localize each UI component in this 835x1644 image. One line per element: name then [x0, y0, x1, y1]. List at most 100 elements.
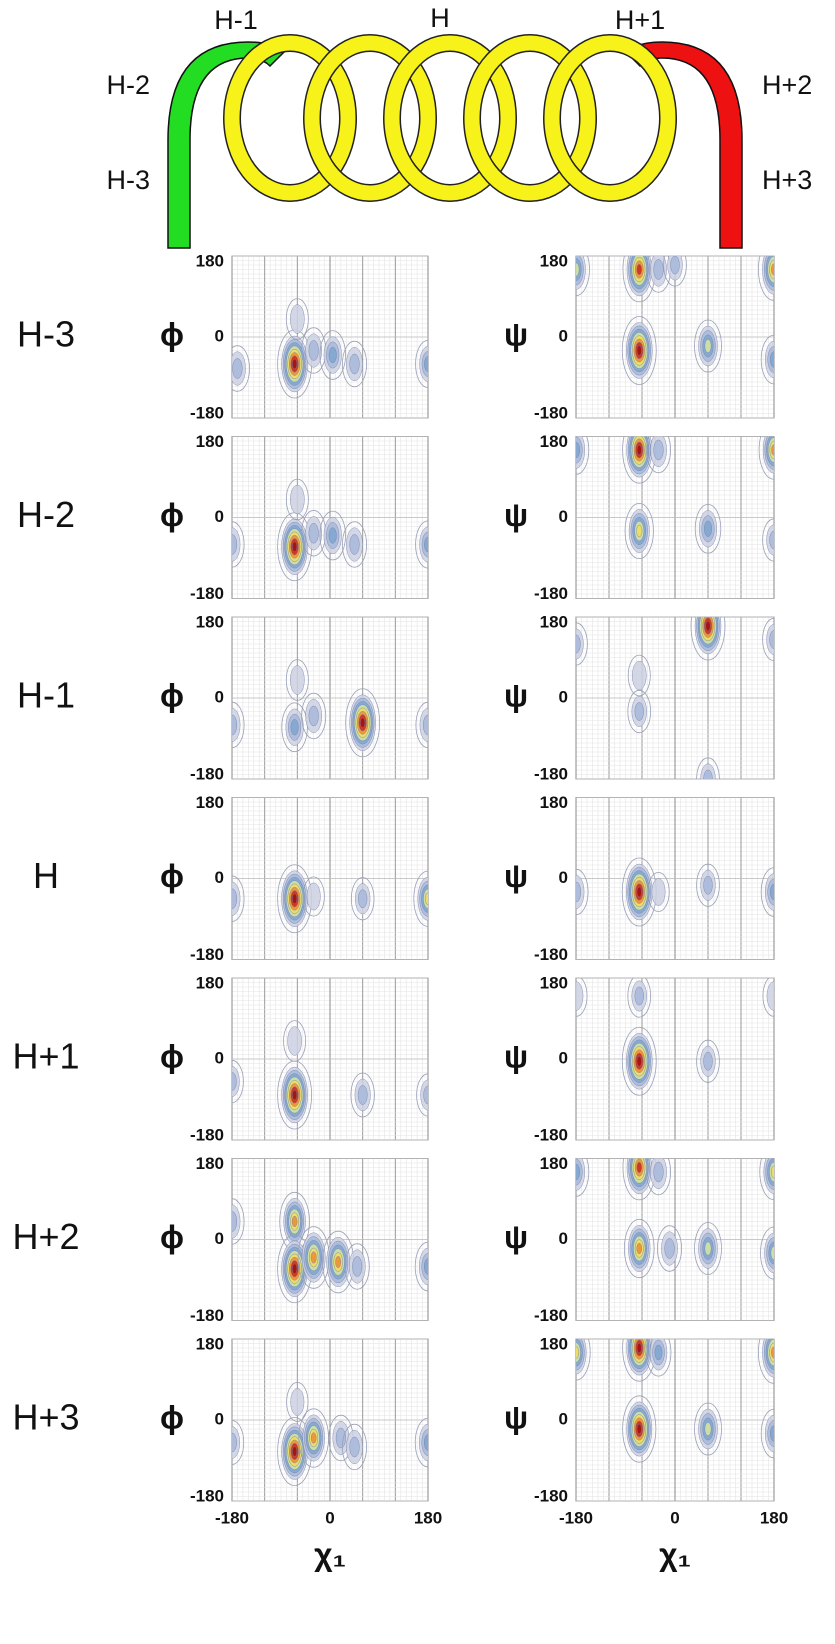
density-peak — [762, 518, 774, 562]
density-contour — [703, 1051, 713, 1071]
density-contour — [636, 1423, 642, 1434]
density-peak — [414, 1417, 428, 1468]
density-contour — [576, 1346, 579, 1359]
density-peak — [283, 1020, 307, 1062]
density-layer — [232, 1382, 428, 1486]
density-contour — [306, 882, 321, 911]
density-layer — [232, 864, 428, 934]
density-contour — [335, 1427, 346, 1449]
density-peak — [341, 521, 367, 568]
density-contour — [292, 1089, 298, 1101]
density-contour — [769, 630, 774, 649]
density-layer — [232, 1191, 428, 1304]
row-label: H+3 — [12, 1397, 79, 1438]
y-tick-label: 180 — [540, 251, 568, 270]
y-tick-label: -180 — [190, 584, 224, 603]
density-contour — [703, 875, 713, 895]
density-contour — [576, 262, 580, 277]
density-contour — [576, 634, 581, 654]
helix-label: H — [430, 3, 450, 33]
density-contour — [703, 769, 713, 779]
density-contour — [292, 893, 298, 904]
density-peak — [232, 1198, 245, 1245]
density-layer — [232, 298, 428, 399]
density-contour — [771, 1346, 774, 1359]
y-tick-label: -180 — [534, 764, 568, 783]
density-peak — [232, 875, 245, 922]
y-tick-label: 0 — [215, 868, 224, 887]
y-tick-label: 180 — [196, 612, 224, 631]
y-tick-label: 180 — [196, 432, 224, 451]
y-tick-label: -180 — [534, 584, 568, 603]
axis-symbol: ϕ — [160, 1399, 184, 1435]
helix-label: H-1 — [214, 5, 258, 35]
x-tick-label: 180 — [414, 1508, 442, 1527]
y-tick-label: 180 — [196, 1154, 224, 1173]
x-tick-label: -180 — [215, 1508, 249, 1527]
density-contour — [770, 351, 774, 368]
y-tick-label: -180 — [190, 1306, 224, 1325]
density-contour — [424, 1258, 428, 1275]
density-contour — [423, 1085, 428, 1105]
density-contour — [232, 888, 238, 910]
y-tick-label: -180 — [190, 403, 224, 422]
density-peak — [576, 256, 590, 296]
density-contour — [291, 1215, 298, 1228]
density-peak — [760, 1408, 774, 1459]
density-contour — [328, 527, 337, 544]
density-layer — [576, 857, 774, 927]
density-contour — [349, 353, 360, 375]
y-tick-label: 180 — [540, 973, 568, 992]
x-tick-label: 180 — [760, 1508, 788, 1527]
density-contour — [636, 524, 643, 538]
density-peak — [232, 345, 250, 392]
density-peak — [345, 688, 381, 758]
density-peak — [415, 701, 428, 749]
row-label: H-3 — [17, 314, 75, 355]
y-tick-label: 180 — [540, 1154, 568, 1173]
helix-label: H+1 — [615, 5, 665, 35]
y-tick-label: 0 — [215, 1409, 224, 1428]
density-contour — [770, 1246, 774, 1260]
density-contour — [636, 345, 642, 356]
density-peak — [645, 1339, 672, 1377]
density-peak — [415, 520, 428, 569]
density-peak — [622, 1395, 657, 1463]
density-peak — [762, 978, 774, 1017]
y-tick-label: 0 — [559, 1048, 568, 1067]
density-contour — [290, 1388, 305, 1416]
density-contour — [636, 1342, 642, 1353]
density-peak — [663, 256, 687, 287]
density-contour — [425, 892, 428, 905]
density-contour — [636, 264, 642, 275]
density-peak — [657, 1225, 683, 1272]
y-tick-label: -180 — [534, 1306, 568, 1325]
helix-label: H+3 — [762, 165, 812, 195]
density-peak — [286, 1382, 309, 1423]
y-tick-label: 0 — [559, 507, 568, 526]
y-tick-label: 180 — [540, 432, 568, 451]
density-contour — [705, 620, 711, 632]
density-contour — [424, 356, 428, 372]
y-tick-label: 0 — [215, 1048, 224, 1067]
density-peak — [415, 340, 428, 388]
density-peak — [350, 1072, 375, 1118]
density-contour — [653, 259, 664, 280]
x-axis-label: χ₁ — [314, 1536, 346, 1572]
density-peak — [341, 340, 367, 388]
density-contour — [576, 881, 582, 903]
density-contour — [636, 1056, 642, 1067]
density-contour — [292, 1263, 298, 1274]
density-peak — [576, 622, 588, 666]
density-contour — [232, 534, 238, 555]
axis-symbol: ϕ — [160, 1219, 184, 1255]
y-tick-label: 0 — [559, 1409, 568, 1428]
y-tick-label: 0 — [559, 868, 568, 887]
density-peak — [624, 502, 654, 559]
density-peak — [694, 1402, 722, 1456]
y-tick-label: 180 — [196, 251, 224, 270]
y-tick-label: 0 — [559, 1229, 568, 1248]
density-peak — [576, 436, 590, 475]
density-peak — [646, 1158, 671, 1196]
